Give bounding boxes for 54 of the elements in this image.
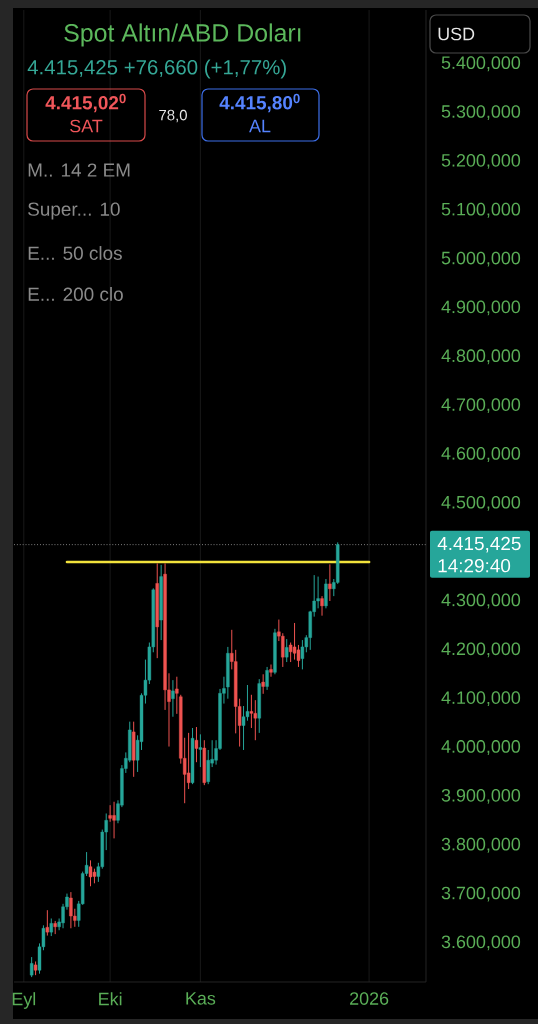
y-tick-label: 5.000,000: [441, 251, 521, 267]
y-tick-label: 4.100,000: [441, 691, 521, 707]
annotation: 78,0: [159, 109, 187, 123]
y-tick-label: 4.300,000: [441, 593, 521, 609]
y-tick-label: 3.700,000: [441, 886, 521, 902]
candlestick: [108, 804, 112, 823]
candlestick: [29, 956, 34, 978]
text: 14:29:40: [438, 558, 511, 573]
y-tick-label: 4.800,000: [441, 349, 521, 365]
candlestick: [194, 726, 199, 763]
y-tick-label: 4.600,000: [441, 447, 521, 462]
annotation: 4.415,80$^{0}$: [219, 93, 300, 113]
candlestick: [269, 664, 273, 678]
annotation: E... 200 clo: [28, 287, 123, 301]
candlestick: [206, 749, 210, 785]
y-tick-label: 5.300,000: [441, 105, 521, 120]
x-tick-label: 2026: [350, 992, 389, 1005]
text: USD: [438, 27, 475, 41]
candlestick: [285, 638, 289, 663]
ref-line-label: 4.415,425: [437, 536, 521, 553]
candlestick: [175, 676, 179, 715]
candlestick: [171, 679, 175, 718]
y-tick-label: 3.800,000: [441, 837, 521, 853]
x-tick-label: Eyl: [12, 992, 36, 1009]
candlestick: [324, 578, 328, 609]
annotation: M.. 14 2 EM: [28, 163, 130, 177]
x-tick-label: Eki: [99, 992, 122, 1006]
candlestick: [261, 673, 265, 695]
x-tick-label: Kas: [186, 992, 216, 1005]
y-tick-label: 3.600,000: [441, 935, 521, 951]
annotation: SAT: [70, 119, 103, 133]
y-tick-label: 4.500,000: [441, 495, 521, 511]
annotation: 4.415,02$^{0}$: [45, 93, 126, 113]
candlestick: [320, 595, 324, 617]
candlestick: [198, 733, 203, 768]
annotation: E... 50 clos: [28, 246, 122, 260]
candlestick: [112, 801, 116, 839]
text: Spot Altın/ABD Doları: [64, 23, 301, 47]
y-tick-label: 5.400,000: [441, 56, 521, 72]
y-tick-label: 3.900,000: [441, 788, 521, 804]
candlestick: [69, 891, 73, 929]
y-tick-label: 4.900,000: [441, 300, 521, 316]
candlestick: [328, 563, 332, 602]
annotation: Super... 10: [28, 202, 120, 220]
candlestick: [253, 699, 258, 741]
candlestick: [300, 639, 305, 670]
y-tick-label: 4.000,000: [441, 740, 521, 755]
y-tick-label: 5.100,000: [441, 202, 521, 218]
annotation: AL: [249, 119, 271, 133]
text: 4.415,425 +76,660 (+1,77%): [27, 59, 286, 79]
y-tick-label: 4.200,000: [441, 642, 521, 658]
candlestick: [265, 666, 269, 691]
y-tick-label: 5.200,000: [441, 153, 521, 169]
y-tick-label: 4.700,000: [441, 398, 521, 414]
